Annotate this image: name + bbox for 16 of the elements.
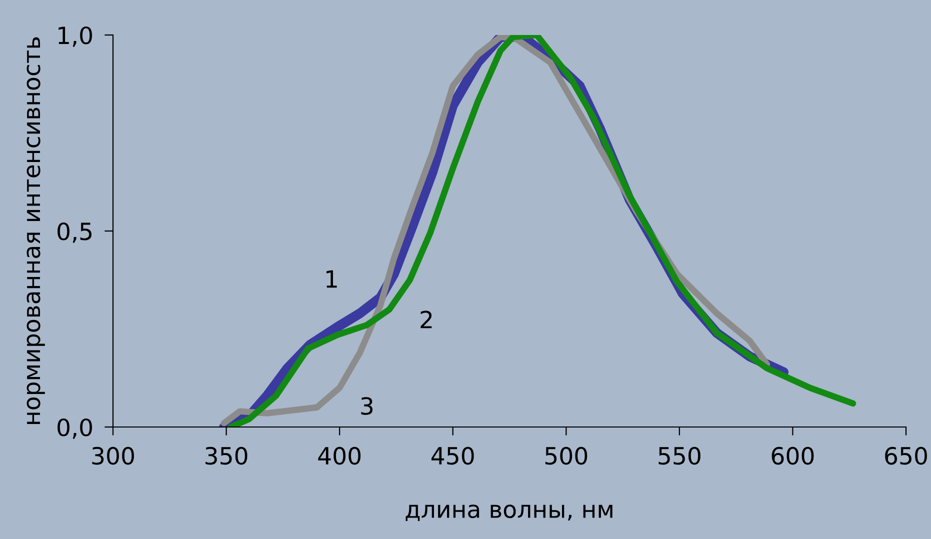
x-tick-label: 600	[772, 446, 814, 465]
y-tick-label: 1,0	[58, 26, 92, 47]
y-tick-label: 0,5	[58, 222, 92, 243]
series-label: 3	[361, 397, 373, 415]
x-tick-label: 300	[92, 446, 134, 465]
x-tick-label: 400	[318, 446, 361, 465]
x-tick-label: 500	[545, 446, 588, 465]
y-tick-label: 0,0	[58, 418, 92, 439]
series-label: 2	[420, 310, 432, 328]
series-label: 1	[326, 270, 337, 288]
x-tick-label: 650	[885, 446, 927, 465]
x-axis-title: длина волны, нм	[406, 504, 612, 522]
x-tick-label: 350	[206, 446, 248, 465]
x-tick-label: 450	[431, 446, 474, 465]
x-tick-label: 550	[658, 446, 700, 465]
y-axis-title: нормированная интенсивность	[26, 37, 45, 424]
